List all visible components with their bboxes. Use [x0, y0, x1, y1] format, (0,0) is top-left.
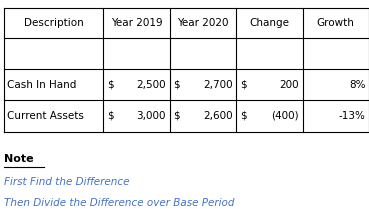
Text: Cash In Hand: Cash In Hand: [7, 80, 77, 90]
Text: Description: Description: [24, 18, 83, 28]
Text: Note: Note: [4, 154, 33, 164]
Text: 2,700: 2,700: [203, 80, 232, 90]
Text: 200: 200: [279, 80, 299, 90]
Text: Then Divide the Difference over Base Period: Then Divide the Difference over Base Per…: [4, 198, 234, 208]
Text: 8%: 8%: [349, 80, 365, 90]
Text: Growth: Growth: [317, 18, 355, 28]
Text: $: $: [240, 80, 246, 90]
Text: Current Assets: Current Assets: [7, 111, 84, 121]
Text: Year 2019: Year 2019: [111, 18, 162, 28]
Text: $: $: [173, 111, 180, 121]
Text: 2,600: 2,600: [203, 111, 232, 121]
Text: $: $: [173, 80, 180, 90]
Text: First Find the Difference: First Find the Difference: [4, 177, 129, 187]
Text: Year 2020: Year 2020: [177, 18, 229, 28]
Text: $: $: [107, 80, 114, 90]
Text: $: $: [240, 111, 246, 121]
Text: 2,500: 2,500: [137, 80, 166, 90]
Text: -13%: -13%: [338, 111, 365, 121]
Text: (400): (400): [271, 111, 299, 121]
Text: Change: Change: [249, 18, 289, 28]
Text: 3,000: 3,000: [137, 111, 166, 121]
Text: $: $: [107, 111, 114, 121]
